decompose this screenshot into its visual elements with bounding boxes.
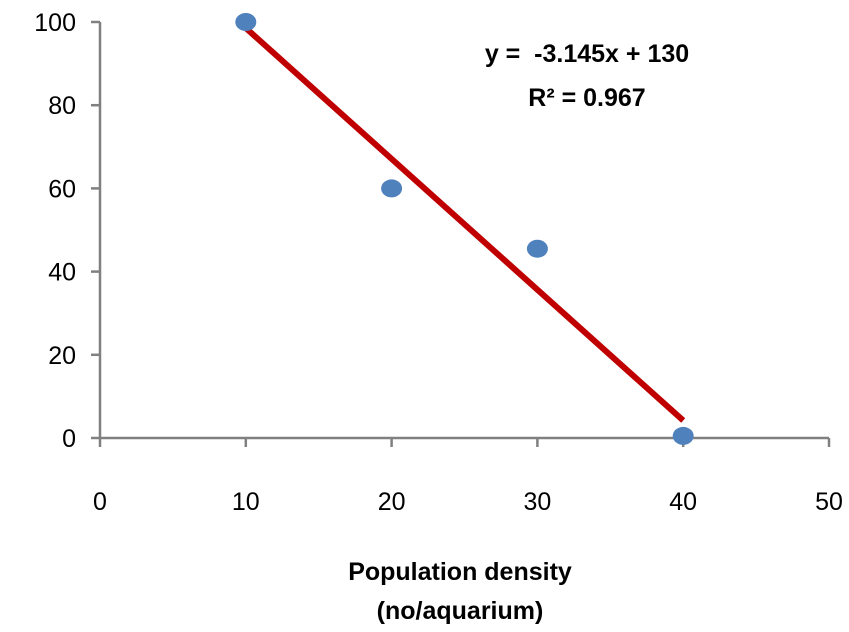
trendline-layer bbox=[243, 25, 686, 423]
axes-layer bbox=[98, 22, 829, 440]
data-point bbox=[672, 426, 694, 445]
points-layer bbox=[235, 13, 694, 445]
x-axis-title-line-1: Population density bbox=[348, 558, 572, 586]
data-point bbox=[526, 239, 548, 258]
x-tick-label: 30 bbox=[523, 488, 551, 516]
y-tick-label: 60 bbox=[48, 175, 76, 203]
y-tick-label: 80 bbox=[48, 92, 76, 120]
labels-layer: y = -3.145x + 130 R² = 0.967 Population … bbox=[348, 40, 689, 625]
r-squared-label: R² = 0.967 bbox=[528, 84, 645, 112]
trendline bbox=[243, 25, 686, 423]
x-tick-label: 20 bbox=[378, 488, 406, 516]
data-point bbox=[235, 13, 257, 31]
ticks-layer: 0 10 20 30 40 50 0 20 40 60 80 100 bbox=[34, 9, 843, 516]
trendline-equation-label: y = -3.145x + 130 bbox=[485, 40, 689, 68]
x-axis-title-line-2: (no/aquarium) bbox=[377, 597, 544, 625]
y-tick-label: 20 bbox=[48, 342, 76, 370]
y-tick-label: 100 bbox=[34, 9, 76, 37]
x-tick-label: 10 bbox=[232, 488, 260, 516]
x-tick-label: 50 bbox=[815, 488, 843, 516]
x-tick-label: 40 bbox=[669, 488, 697, 516]
y-tick-label: 0 bbox=[62, 425, 76, 453]
y-tick-label: 40 bbox=[48, 259, 76, 287]
x-tick-label: 0 bbox=[93, 488, 107, 516]
data-point bbox=[381, 179, 403, 198]
